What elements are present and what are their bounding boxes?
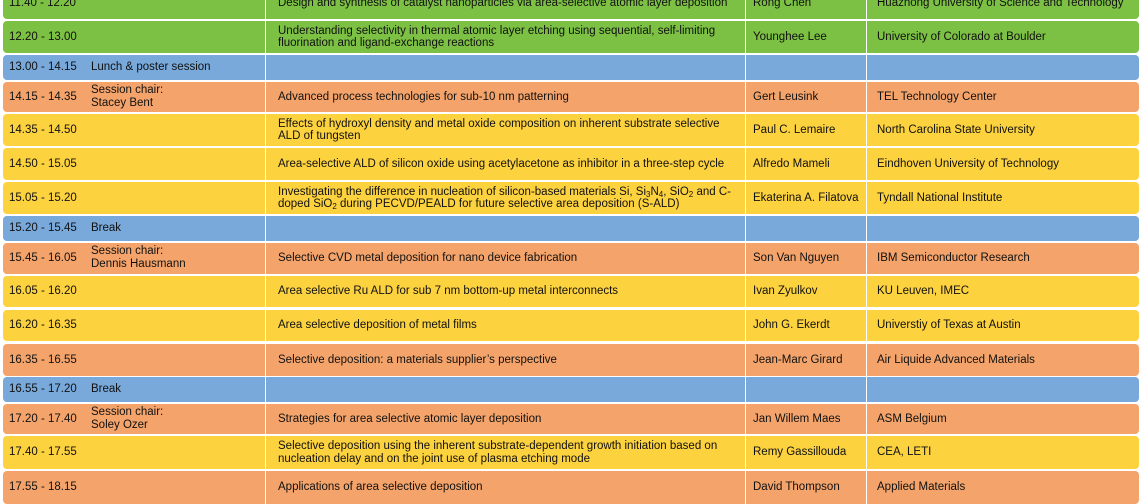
session-chair: Break: [84, 377, 265, 402]
speaker-name: Rong Chen: [746, 0, 866, 19]
speaker-name: John G. Ekerdt: [746, 310, 866, 341]
talk-title: Investigating the difference in nucleati…: [266, 182, 745, 214]
speaker-name: Jan Willem Maes: [746, 404, 866, 434]
session-time: 14.50 - 15.05: [3, 148, 84, 180]
schedule-row: 14.50 - 15.05 Area-selective ALD of silic…: [0, 148, 1142, 180]
schedule-row: 16.20 - 16.35 Area selective deposition o…: [0, 310, 1142, 341]
session-time: 17.55 - 18.15: [3, 471, 84, 504]
speaker-name: [746, 55, 866, 80]
schedule-row: 16.35 - 16.55 Selective deposition: a mat…: [0, 344, 1142, 376]
speaker-name: Ekaterina A. Filatova: [746, 182, 866, 214]
schedule-row: 13.00 - 14.15 Lunch & poster session: [0, 55, 1142, 80]
session-chair: Session chair: Stacey Bent: [84, 82, 265, 112]
talk-title: Understanding selectivity in thermal ato…: [266, 21, 745, 53]
schedule-row: 11.40 - 12.20 Design and synthesis of cat…: [0, 0, 1142, 19]
speaker-name: [746, 216, 866, 241]
talk-title: [266, 377, 745, 402]
speaker-affiliation: ASM Belgium: [867, 404, 1139, 434]
speaker-affiliation: Applied Materials: [867, 471, 1139, 504]
session-time: 12.20 - 13.00: [3, 21, 84, 53]
speaker-affiliation: Universtiy of Texas at Austin: [867, 310, 1139, 341]
speaker-name: [746, 377, 866, 402]
speaker-name: Younghee Lee: [746, 21, 866, 53]
schedule-row: 16.55 - 17.20 Break: [0, 377, 1142, 402]
schedule-row: 14.35 - 14.50 Effects of hydroxyl density…: [0, 114, 1142, 146]
speaker-affiliation: [867, 216, 1139, 241]
session-time: 15.05 - 15.20: [3, 182, 84, 214]
session-time: 16.55 - 17.20: [3, 377, 84, 402]
speaker-name: Son Van Nguyen: [746, 243, 866, 274]
session-chair: [84, 276, 265, 307]
session-time: 17.40 - 17.55: [3, 436, 84, 469]
talk-title: Strategies for area selective atomic lay…: [266, 404, 745, 434]
speaker-affiliation: North Carolina State University: [867, 114, 1139, 146]
session-chair: [84, 21, 265, 53]
session-chair: [84, 0, 265, 19]
speaker-affiliation: TEL Technology Center: [867, 82, 1139, 112]
talk-title: [266, 216, 745, 241]
schedule-row: 17.55 - 18.15 Applications of area select…: [0, 471, 1142, 504]
talk-title: Design and synthesis of catalyst nanopar…: [266, 0, 745, 19]
talk-title: Selective deposition: a materials suppli…: [266, 344, 745, 376]
schedule-row: 16.05 - 16.20 Area selective Ru ALD for s…: [0, 276, 1142, 307]
speaker-affiliation: Huazhong University of Science and Techn…: [867, 0, 1139, 19]
speaker-affiliation: IBM Semiconductor Research: [867, 243, 1139, 274]
session-chair: Lunch & poster session: [84, 55, 265, 80]
session-chair: [84, 436, 265, 469]
session-time: 13.00 - 14.15: [3, 55, 84, 80]
talk-title: Selective CVD metal deposition for nano …: [266, 243, 745, 274]
speaker-name: David Thompson: [746, 471, 866, 504]
session-time: 11.40 - 12.20: [3, 0, 84, 19]
session-chair: [84, 182, 265, 214]
session-time: 15.45 - 16.05: [3, 243, 84, 274]
session-chair: Session chair: Soley Ozer: [84, 404, 265, 434]
talk-title: [266, 55, 745, 80]
talk-title: Effects of hydroxyl density and metal ox…: [266, 114, 745, 146]
speaker-affiliation: CEA, LETI: [867, 436, 1139, 469]
session-chair: [84, 310, 265, 341]
talk-title: Area-selective ALD of silicon oxide usin…: [266, 148, 745, 180]
schedule-row: 12.20 - 13.00 Understanding selectivity i…: [0, 21, 1142, 53]
speaker-affiliation: KU Leuven, IMEC: [867, 276, 1139, 307]
talk-title: Applications of area selective depositio…: [266, 471, 745, 504]
schedule-row: 15.20 - 15.45 Break: [0, 216, 1142, 241]
session-time: 16.35 - 16.55: [3, 344, 84, 376]
schedule-row: 14.15 - 14.35 Session chair: Stacey Bent Ad…: [0, 82, 1142, 112]
session-chair: [84, 471, 265, 504]
speaker-name: Remy Gassillouda: [746, 436, 866, 469]
speaker-name: Gert Leusink: [746, 82, 866, 112]
speaker-affiliation: Air Liquide Advanced Materials: [867, 344, 1139, 376]
schedule-row: 17.20 - 17.40 Session chair: Soley Ozer Str…: [0, 404, 1142, 434]
session-chair: [84, 148, 265, 180]
schedule-row: 17.40 - 17.55 Selective deposition using …: [0, 436, 1142, 469]
speaker-affiliation: [867, 55, 1139, 80]
speaker-affiliation: [867, 377, 1139, 402]
speaker-affiliation: Eindhoven University of Technology: [867, 148, 1139, 180]
session-chair: [84, 114, 265, 146]
schedule-row: 15.05 - 15.20 Investigating the differenc…: [0, 182, 1142, 214]
speaker-name: Paul C. Lemaire: [746, 114, 866, 146]
schedule-row: 15.45 - 16.05 Session chair: Dennis Hausma…: [0, 243, 1142, 274]
talk-title: Area selective Ru ALD for sub 7 nm botto…: [266, 276, 745, 307]
speaker-affiliation: Tyndall National Institute: [867, 182, 1139, 214]
speaker-affiliation: University of Colorado at Boulder: [867, 21, 1139, 53]
session-chair: [84, 344, 265, 376]
session-time: 17.20 - 17.40: [3, 404, 84, 434]
speaker-name: Alfredo Mameli: [746, 148, 866, 180]
session-chair: Session chair: Dennis Hausmann: [84, 243, 265, 274]
session-time: 16.05 - 16.20: [3, 276, 84, 307]
talk-title: Advanced process technologies for sub-10…: [266, 82, 745, 112]
session-time: 14.15 - 14.35: [3, 82, 84, 112]
talk-title: Selective deposition using the inherent …: [266, 436, 745, 469]
speaker-name: Ivan Zyulkov: [746, 276, 866, 307]
speaker-name: Jean-Marc Girard: [746, 344, 866, 376]
session-time: 15.20 - 15.45: [3, 216, 84, 241]
talk-title: Area selective deposition of metal films: [266, 310, 745, 341]
session-time: 16.20 - 16.35: [3, 310, 84, 341]
session-chair: Break: [84, 216, 265, 241]
session-time: 14.35 - 14.50: [3, 114, 84, 146]
